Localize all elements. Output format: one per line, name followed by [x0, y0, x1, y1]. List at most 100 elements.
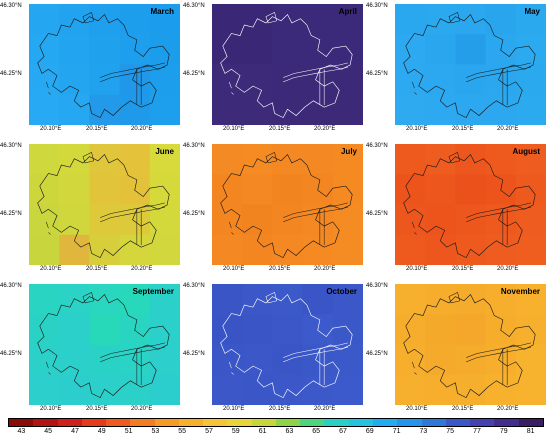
grid-cell: [332, 284, 363, 315]
grid-cell: [59, 94, 90, 125]
grid-cell: [515, 174, 546, 206]
grid-cell: [89, 34, 121, 66]
grid-cell: [149, 94, 180, 125]
grid-cell: [485, 204, 517, 236]
colorbar-segment: [397, 419, 422, 426]
river-outline: [100, 202, 165, 246]
grid-cell: [29, 204, 60, 236]
lat-label: 46.30°N: [183, 143, 205, 149]
grid-cell: [29, 144, 60, 175]
panel-title: September: [132, 287, 174, 296]
grid-cell: [515, 234, 546, 265]
map-panel-september: 46.30°N 46.25°N September 20.10°E 20.15°E 20.…: [0, 281, 182, 414]
lat-label: 46.25°N: [0, 71, 22, 77]
river-outline: [466, 342, 531, 386]
grid-cell: [485, 234, 517, 265]
grid-cell: [395, 4, 426, 35]
lon-label: 20.20°E: [497, 126, 519, 132]
lon-label: 20.15°E: [269, 266, 291, 272]
grid-cell: [302, 374, 334, 405]
grid-cell: [455, 174, 487, 206]
map-svg: [29, 284, 180, 405]
map-panel-july: 46.30°N 46.25°N July 20.10°E 20.15°E 20.20°E: [183, 141, 365, 274]
grid-cell: [425, 4, 456, 35]
grid-cell: [455, 314, 487, 346]
lon-label: 20.15°E: [269, 406, 291, 412]
grid-cell: [425, 234, 456, 265]
grid-cell: [515, 374, 546, 405]
grid-cell: [425, 314, 456, 346]
map-svg: [212, 284, 363, 405]
lon-label: 20.20°E: [314, 126, 336, 132]
grid-cell: [29, 4, 60, 35]
grid-cell: [395, 374, 426, 405]
grid-cell: [302, 204, 334, 236]
lon-label: 20.20°E: [131, 406, 153, 412]
colorbar-tick-label: 75: [446, 428, 455, 435]
colorbar-segment: [470, 419, 495, 426]
grid-cell: [395, 144, 426, 175]
river-outline: [466, 62, 531, 106]
grid-cell: [212, 284, 243, 315]
map-svg: [212, 4, 363, 125]
island-outline: [412, 292, 461, 375]
lat-label: 46.30°N: [183, 283, 205, 289]
grid-cell: [149, 234, 180, 265]
grid-cell: [515, 204, 546, 236]
grid-cell: [119, 234, 151, 265]
grid-cell: [149, 374, 180, 405]
lon-label: 20.15°E: [86, 126, 108, 132]
city-boundary: [403, 153, 536, 259]
map-area: November: [395, 284, 546, 405]
lon-label: 20.20°E: [314, 266, 336, 272]
grid-cell: [59, 144, 90, 175]
colorbar-tick-label: 55: [178, 428, 187, 435]
island-outline: [229, 292, 278, 375]
grid-cell: [302, 4, 334, 35]
grid-cell: [242, 34, 273, 66]
colorbar-tick-label: 69: [365, 428, 374, 435]
city-boundary: [37, 153, 170, 259]
grid-cell: [119, 94, 151, 125]
colorbar-tick-label: 47: [71, 428, 79, 435]
lat-label: 46.30°N: [0, 3, 22, 9]
map-svg: [29, 4, 180, 125]
island-outline: [229, 152, 278, 235]
colorbar-tick-label: 67: [339, 428, 347, 435]
grid-cell: [149, 64, 180, 96]
grid-cell: [272, 94, 304, 125]
lon-label: 20.10°E: [223, 266, 245, 272]
lat-label: 46.25°N: [366, 71, 388, 77]
map-area: May: [395, 4, 546, 125]
lon-label: 20.10°E: [40, 126, 62, 132]
map-area: July: [212, 144, 363, 265]
grid-cell: [272, 34, 304, 66]
grid-cell: [395, 64, 426, 96]
city-boundary: [37, 13, 170, 119]
colorbar-tick-label: 57: [205, 428, 213, 435]
colorbar-tick-labels: 43 45 47 49 51 53 55 57 59 61 63 65 67 69 71 73 75 77 79 81: [8, 428, 544, 438]
map-area: June: [29, 144, 180, 265]
colorbar-tick-label: 79: [499, 428, 508, 435]
lon-label: 20.15°E: [452, 266, 474, 272]
colorbar-segment: [227, 419, 252, 426]
grid-cell: [485, 374, 517, 405]
island-outline: [412, 12, 461, 95]
colorbar-segment: [106, 419, 131, 426]
grid-cell: [395, 234, 426, 265]
grid-cell: [332, 344, 363, 376]
panel-title: November: [500, 287, 540, 296]
grid-cell: [212, 204, 243, 236]
grid-cell: [149, 144, 180, 175]
grid-cell: [212, 344, 243, 376]
lon-label: 20.20°E: [497, 266, 519, 272]
lon-label: 20.20°E: [314, 406, 336, 412]
grid-cell: [149, 344, 180, 376]
map-svg: [395, 284, 546, 405]
lat-label: 46.30°N: [183, 3, 205, 9]
grid-cell: [425, 34, 456, 66]
colorbar-segment: [154, 419, 179, 426]
river-outline: [100, 342, 165, 386]
grid-cell: [395, 204, 426, 236]
grid-cell: [272, 374, 304, 405]
